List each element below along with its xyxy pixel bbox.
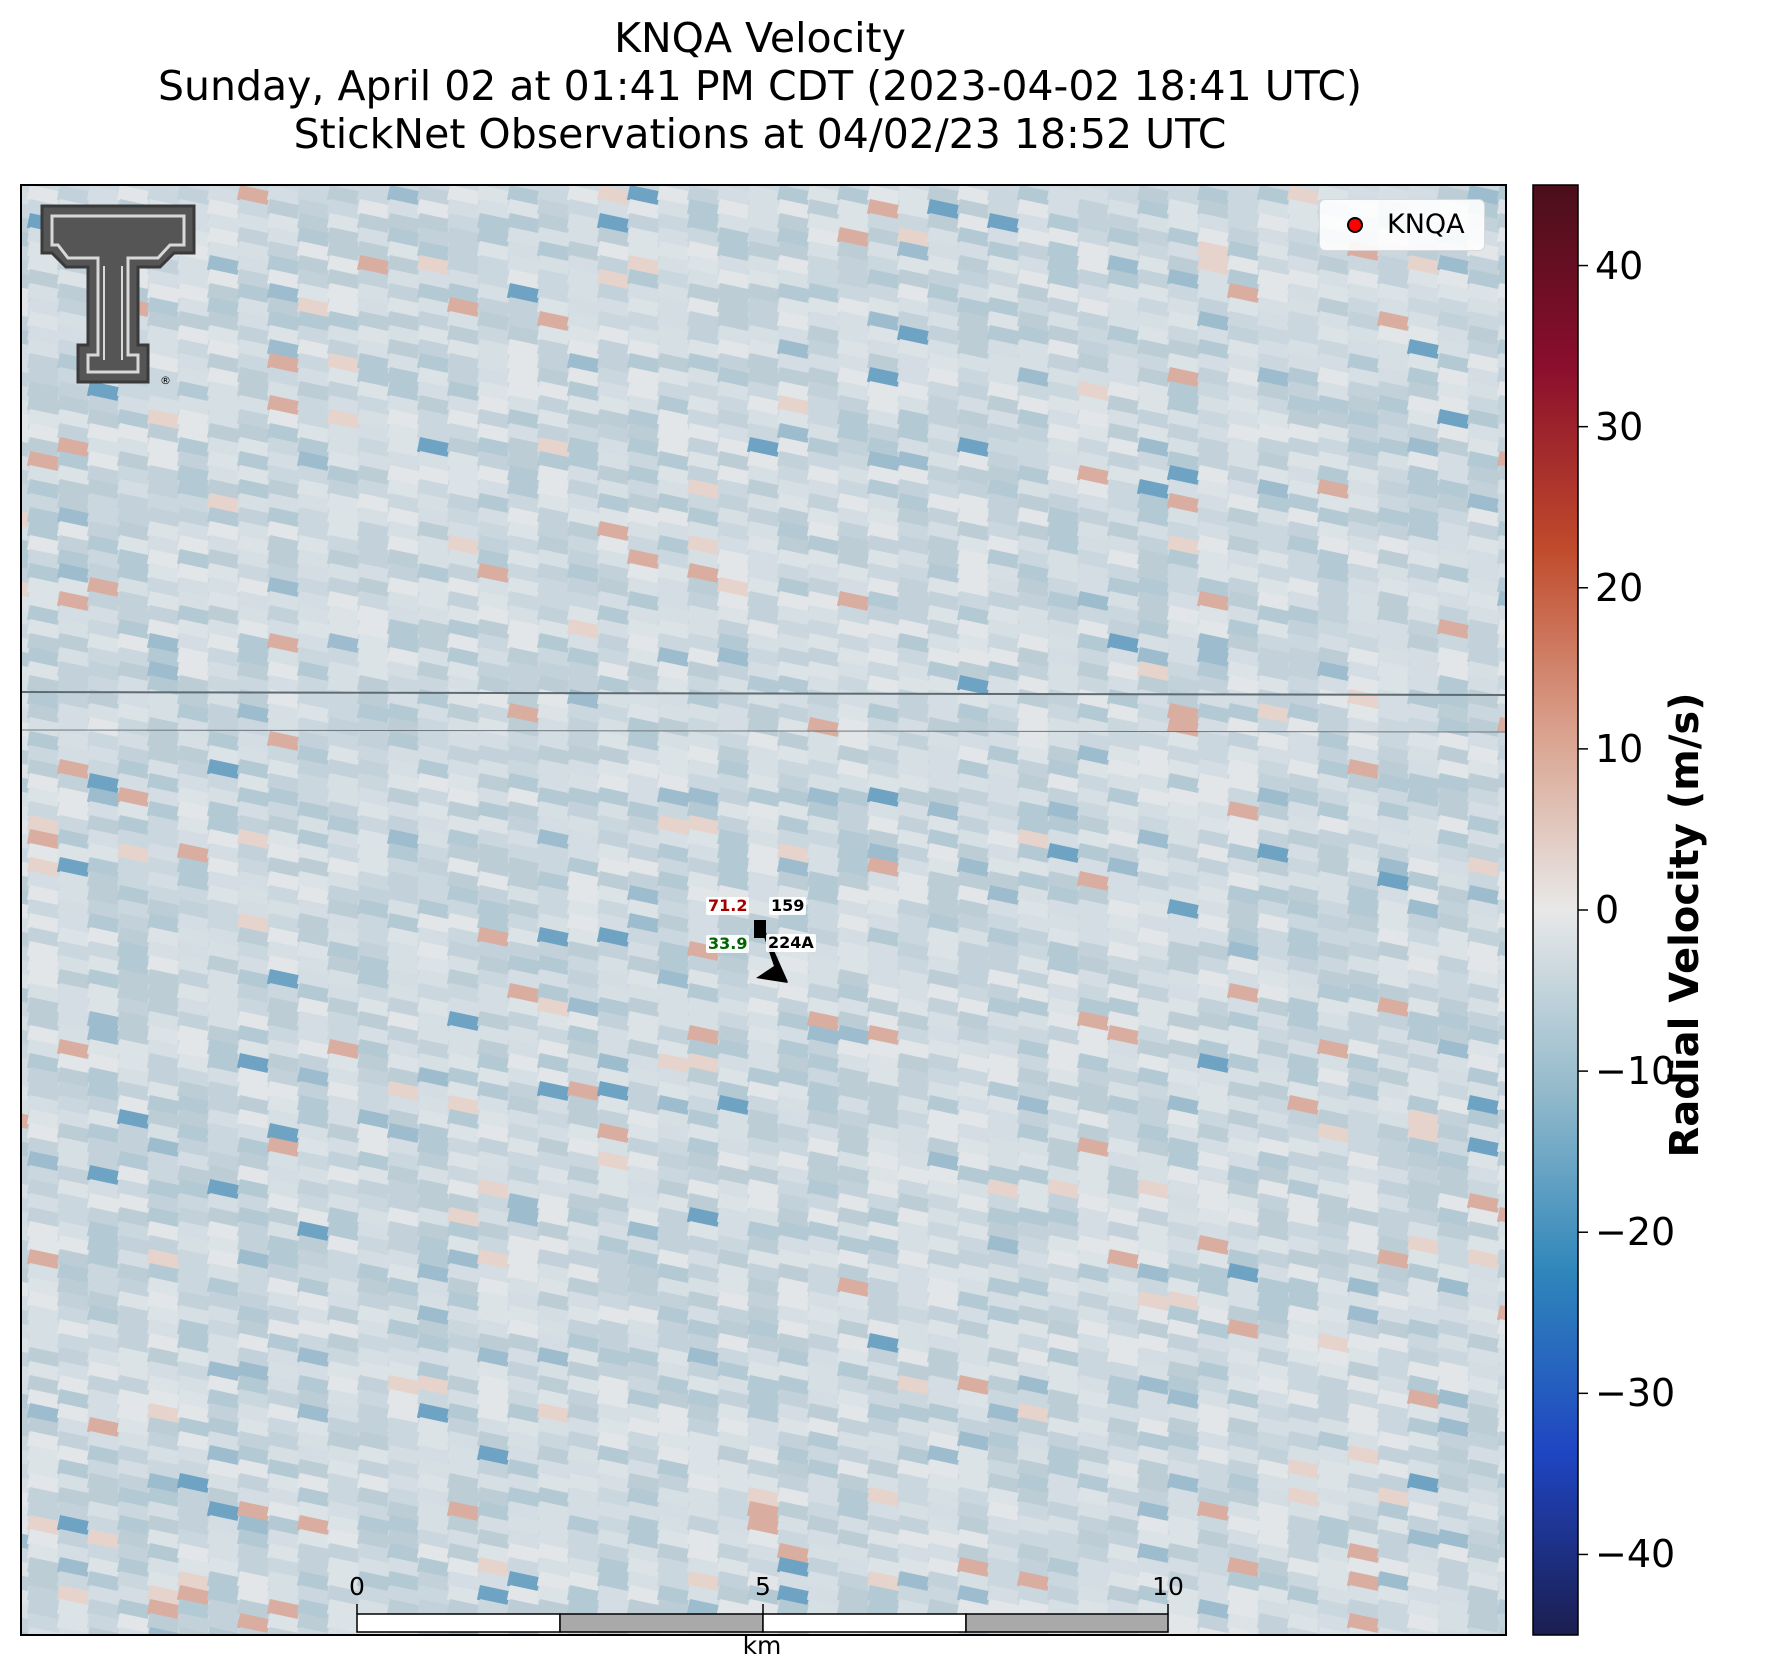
title-radar-product: KNQA Velocity bbox=[614, 14, 906, 62]
figure-title: KNQA Velocity Sunday, April 02 at 01:41 … bbox=[0, 14, 1520, 158]
title-scan-time: Sunday, April 02 at 01:41 PM CDT (2023-0… bbox=[157, 62, 1362, 110]
title-observation-time: StickNet Observations at 04/02/23 18:52 … bbox=[293, 110, 1227, 158]
velocity-field-gates bbox=[21, 185, 1506, 1635]
velocity-field bbox=[21, 185, 1506, 1635]
